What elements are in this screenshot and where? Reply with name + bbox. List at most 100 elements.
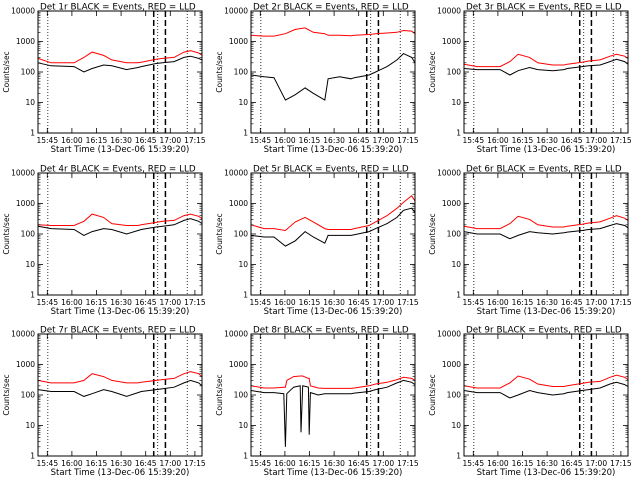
x-tick-label: 17:00 bbox=[585, 298, 607, 307]
series-line-lld bbox=[250, 27, 416, 37]
y-axis-label: Counts/sec bbox=[215, 51, 224, 92]
x-tick-label: 17:15 bbox=[184, 459, 206, 468]
y-tick-label: 1 bbox=[456, 452, 461, 461]
x-tick-label: 17:15 bbox=[184, 136, 206, 145]
x-tick-label: 16:30 bbox=[323, 298, 345, 307]
x-tick-label: 17:15 bbox=[610, 298, 632, 307]
y-tick-label: 1 bbox=[30, 291, 35, 300]
y-tick-label: 100 bbox=[447, 230, 462, 239]
panel-det-3r: Det 3r BLACK = Events, RED = LLD 1 10 100 10… bbox=[428, 3, 632, 156]
x-tick-label: 16:30 bbox=[536, 298, 558, 307]
x-tick-label: 17:15 bbox=[397, 136, 419, 145]
y-tick-label: 100 bbox=[447, 391, 462, 400]
x-tick-label: 16:45 bbox=[348, 459, 370, 468]
series-line-events bbox=[250, 53, 416, 101]
x-axis-label: Start Time (13-Dec-06 15:39:20) bbox=[51, 468, 190, 478]
y-tick-label: 1 bbox=[30, 129, 35, 138]
x-tick-label: 15:45 bbox=[462, 298, 484, 307]
plot-frame bbox=[250, 333, 416, 457]
x-tick-label: 16:45 bbox=[561, 459, 583, 468]
y-tick-label: 100 bbox=[21, 391, 36, 400]
x-tick-label: 16:00 bbox=[274, 298, 296, 307]
y-tick-label: 10 bbox=[238, 421, 248, 430]
x-axis-label: Start Time (13-Dec-06 15:39:20) bbox=[264, 468, 403, 478]
y-axis-label: Counts/sec bbox=[428, 374, 437, 415]
y-tick-label: 10000 bbox=[11, 7, 35, 16]
x-tick-label: 16:15 bbox=[86, 459, 108, 468]
x-tick-label: 15:45 bbox=[36, 136, 58, 145]
y-tick-label: 1000 bbox=[16, 37, 35, 46]
y-tick-label: 100 bbox=[21, 230, 36, 239]
x-tick-label: 16:45 bbox=[135, 136, 157, 145]
x-axis-label: Start Time (13-Dec-06 15:39:20) bbox=[264, 307, 403, 317]
x-tick-label: 17:00 bbox=[372, 136, 394, 145]
x-tick-label: 17:15 bbox=[397, 298, 419, 307]
y-tick-label: 10000 bbox=[437, 7, 461, 16]
y-tick-label: 1 bbox=[243, 291, 248, 300]
x-tick-label: 15:45 bbox=[36, 298, 58, 307]
y-axis-label: Counts/sec bbox=[428, 213, 437, 254]
plot-frame bbox=[250, 172, 416, 296]
x-tick-label: 16:00 bbox=[61, 136, 83, 145]
panel-det-7r: Det 7r BLACK = Events, RED = LLD 1 10 100 10… bbox=[2, 326, 206, 479]
x-tick-label: 17:00 bbox=[159, 136, 181, 145]
series-line-lld bbox=[463, 215, 629, 230]
panel-det-2r: Det 2r BLACK = Events, RED = LLD 1 10 100 10… bbox=[215, 3, 419, 156]
x-tick-label: 15:45 bbox=[36, 459, 58, 468]
panel-title: Det 5r BLACK = Events, RED = LLD bbox=[253, 165, 409, 175]
panel-det-8r: Det 8r BLACK = Events, RED = LLD 1 10 100 10… bbox=[215, 326, 419, 479]
x-tick-label: 17:15 bbox=[610, 459, 632, 468]
x-tick-label: 17:15 bbox=[610, 136, 632, 145]
y-axis-label: Counts/sec bbox=[428, 51, 437, 92]
series-line-lld bbox=[37, 50, 203, 64]
x-tick-label: 17:00 bbox=[372, 298, 394, 307]
plot-frame bbox=[463, 10, 629, 134]
y-tick-label: 10000 bbox=[224, 7, 248, 16]
x-tick-label: 16:00 bbox=[487, 298, 509, 307]
series-line-events bbox=[463, 381, 629, 399]
x-tick-label: 15:45 bbox=[462, 136, 484, 145]
x-tick-label: 16:45 bbox=[561, 298, 583, 307]
panel-title: Det 7r BLACK = Events, RED = LLD bbox=[40, 326, 196, 336]
x-tick-label: 16:00 bbox=[274, 136, 296, 145]
panel-det-9r: Det 9r BLACK = Events, RED = LLD 1 10 100 10… bbox=[428, 326, 632, 479]
x-axis-label: Start Time (13-Dec-06 15:39:20) bbox=[51, 145, 190, 155]
y-tick-label: 1000 bbox=[16, 199, 35, 208]
plot-frame bbox=[37, 333, 203, 457]
x-tick-label: 17:15 bbox=[397, 459, 419, 468]
plot-frame bbox=[250, 10, 416, 134]
panel-det-6r: Det 6r BLACK = Events, RED = LLD 1 10 100 10… bbox=[428, 165, 632, 318]
x-tick-label: 15:45 bbox=[249, 298, 271, 307]
x-tick-label: 16:15 bbox=[512, 136, 534, 145]
y-tick-label: 100 bbox=[234, 230, 249, 239]
y-axis-label: Counts/sec bbox=[215, 374, 224, 415]
x-tick-label: 16:15 bbox=[86, 136, 108, 145]
x-tick-label: 16:45 bbox=[135, 459, 157, 468]
y-tick-label: 10 bbox=[451, 98, 461, 107]
plot-frame bbox=[37, 172, 203, 296]
series-line-events bbox=[37, 55, 203, 73]
y-axis-label: Counts/sec bbox=[2, 51, 11, 92]
series-line-events bbox=[37, 379, 203, 397]
x-tick-label: 17:15 bbox=[184, 298, 206, 307]
y-tick-label: 1000 bbox=[442, 199, 461, 208]
y-tick-label: 100 bbox=[21, 68, 36, 77]
x-tick-label: 16:30 bbox=[536, 136, 558, 145]
panel-title: Det 3r BLACK = Events, RED = LLD bbox=[466, 3, 622, 13]
x-tick-label: 16:45 bbox=[135, 298, 157, 307]
panel-title: Det 6r BLACK = Events, RED = LLD bbox=[466, 165, 622, 175]
y-tick-label: 100 bbox=[447, 68, 462, 77]
y-tick-label: 10 bbox=[451, 421, 461, 430]
y-tick-label: 10000 bbox=[437, 169, 461, 178]
x-tick-label: 16:30 bbox=[110, 459, 132, 468]
x-tick-label: 17:00 bbox=[372, 459, 394, 468]
panel-title: Det 4r BLACK = Events, RED = LLD bbox=[40, 165, 196, 175]
y-axis-label: Counts/sec bbox=[215, 213, 224, 254]
y-tick-label: 1 bbox=[30, 452, 35, 461]
x-tick-label: 17:00 bbox=[585, 136, 607, 145]
y-tick-label: 1000 bbox=[229, 199, 248, 208]
x-tick-label: 17:00 bbox=[159, 459, 181, 468]
x-tick-label: 16:45 bbox=[348, 136, 370, 145]
y-tick-label: 1000 bbox=[229, 360, 248, 369]
